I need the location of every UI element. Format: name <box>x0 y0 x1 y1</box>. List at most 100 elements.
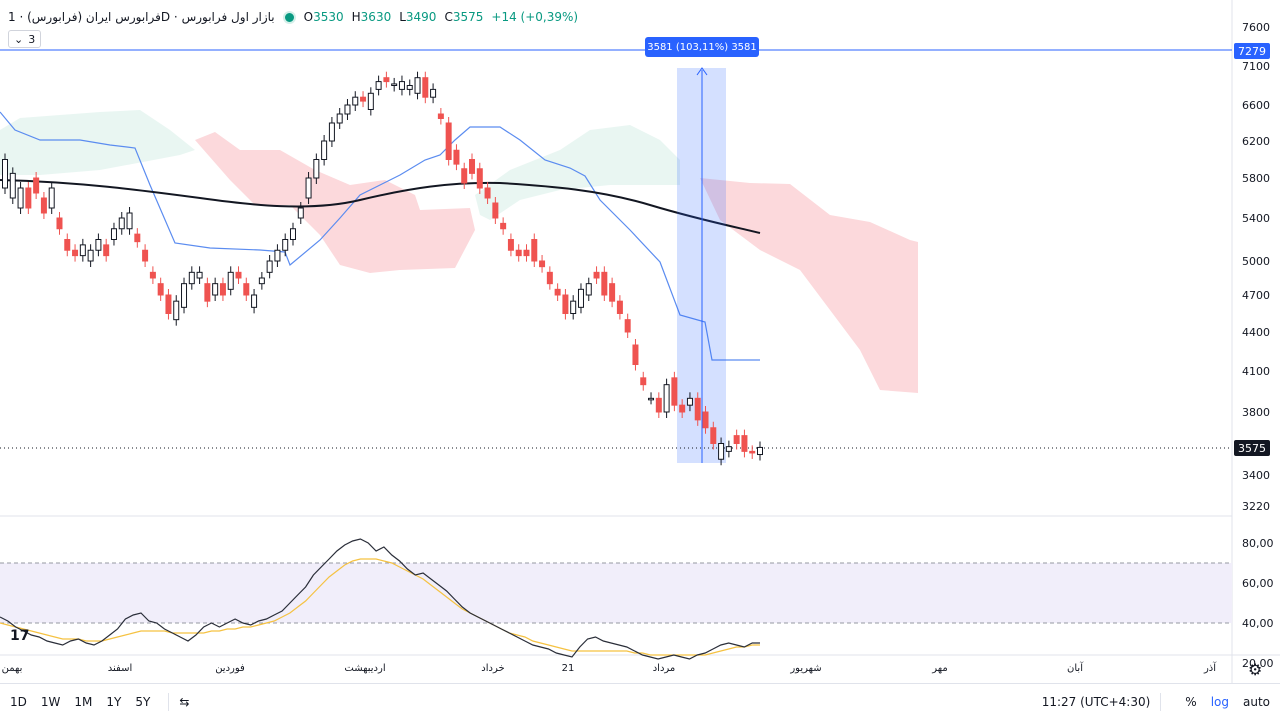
candle-body <box>142 249 149 262</box>
candle-body <box>570 300 577 314</box>
candle-body <box>398 81 405 90</box>
auto-toggle[interactable]: auto <box>1242 694 1270 709</box>
time-axis[interactable]: بهمن اسفند فوردین اردیبهشت خرداد 21 مرداد شهریو… <box>2 661 1218 674</box>
candle-body <box>694 397 701 421</box>
ichimoku-cloud-bearish-2 <box>700 178 918 393</box>
candle-body <box>749 450 756 454</box>
price-axis[interactable]: 7600 7100 6600 6200 5800 5400 5000 4700 4400 4100… <box>1242 21 1270 513</box>
candle-body <box>305 177 312 199</box>
candle-body <box>64 239 71 251</box>
timeframe-5y[interactable]: 5Y <box>135 694 151 709</box>
candle-body <box>702 411 709 429</box>
candle-body <box>243 283 250 296</box>
candle-body <box>469 159 476 174</box>
candle-body <box>367 92 374 111</box>
bottom-toolbar: 1D 1W 1M 1Y 5Y ⇆ 11:27 (UTC+4:30) % log … <box>0 683 1280 719</box>
candle-body <box>725 446 732 452</box>
time-tick-label: 21 <box>562 663 575 674</box>
ichimoku-cloud-bearish <box>195 132 475 273</box>
candle-body <box>79 244 86 257</box>
rsi-ma-line <box>0 558 760 656</box>
candle-body <box>344 104 351 115</box>
candle-body <box>655 397 662 413</box>
price-tick-label: 6600 <box>1242 99 1270 112</box>
time-tick-label: مرداد <box>653 663 676 674</box>
rsi-tick-label: 60,00 <box>1242 577 1274 590</box>
horizontal-line-price-tag: 7279 <box>1234 43 1270 59</box>
candle-body <box>227 271 234 290</box>
price-tick-label: 5800 <box>1242 172 1270 185</box>
rsi-axis[interactable]: 80,00 60,00 40,00 20,00 <box>1242 537 1274 670</box>
candle-body <box>149 271 156 279</box>
candle-body <box>718 443 725 460</box>
candle-body <box>313 159 320 179</box>
candle-body <box>430 88 437 98</box>
timeframe-1m[interactable]: 1M <box>74 694 93 709</box>
candle-body <box>274 249 281 262</box>
last-price-tag: 3575 <box>1234 440 1270 456</box>
candle-body <box>110 228 117 240</box>
timeframe-1w[interactable]: 1W <box>40 694 61 709</box>
candle-body <box>391 83 398 87</box>
candle-body <box>710 427 717 444</box>
candle-body <box>484 187 491 199</box>
candle-body <box>671 377 678 406</box>
candle-body <box>437 113 444 119</box>
candle-body <box>640 377 647 386</box>
candle-body <box>492 202 499 219</box>
percent-toggle[interactable]: % <box>1185 694 1197 709</box>
candle-body <box>266 260 273 273</box>
indicators-toggle[interactable]: ⌄ 3 <box>8 30 42 48</box>
time-tick-label: آبان <box>1067 661 1084 674</box>
tradingview-logo-icon[interactable]: 17 <box>10 628 30 644</box>
candle-body <box>196 271 203 279</box>
measure-arrow-head <box>696 67 708 76</box>
candle-body <box>289 228 296 240</box>
candle-body <box>212 283 219 296</box>
log-toggle[interactable]: log <box>1210 694 1229 709</box>
candle-body <box>733 435 740 444</box>
indicators-count: 3 <box>28 32 36 46</box>
candle-body <box>554 288 561 296</box>
timeframe-1d[interactable]: 1D <box>10 694 27 709</box>
candle-body <box>282 239 289 251</box>
rsi-line <box>0 538 760 660</box>
candle-body <box>95 239 102 251</box>
gear-icon[interactable]: ⚙ <box>1248 660 1263 679</box>
candle-body <box>383 77 390 83</box>
candle-body <box>593 271 600 279</box>
candle-body <box>445 122 452 160</box>
candle-body <box>2 159 8 189</box>
candle-body <box>406 85 413 90</box>
candle-body <box>507 239 514 251</box>
rsi-group <box>0 538 760 660</box>
candle-body <box>632 344 639 365</box>
rsi-tick-label: 80,00 <box>1242 537 1274 550</box>
price-tick-label: 3220 <box>1242 500 1270 513</box>
timeframe-1y[interactable]: 1Y <box>106 694 122 709</box>
date-range-icon[interactable]: ⇆ <box>179 694 190 709</box>
candle-body <box>461 168 468 184</box>
candle-body <box>531 239 538 262</box>
candle-body <box>585 283 592 296</box>
candle-body <box>204 283 211 302</box>
symbol-title[interactable]: فرابورس ایران (فرابورس) · 1D · بازار اول… <box>8 10 275 24</box>
candle-body <box>422 77 429 98</box>
candle-body <box>72 249 79 257</box>
candle-body <box>235 271 242 279</box>
time-tick-label: خرداد <box>481 663 504 674</box>
price-tick-label: 4400 <box>1242 326 1270 339</box>
candle-body <box>56 217 63 230</box>
candle-body <box>414 77 421 94</box>
candle-body <box>328 122 335 142</box>
clock-timezone[interactable]: 11:27 (UTC+4:30) <box>1041 694 1151 709</box>
candle-body <box>679 404 686 413</box>
candle-body <box>173 300 180 321</box>
price-tick-label: 4100 <box>1242 365 1270 378</box>
ohlc-low: L3490 <box>399 10 437 24</box>
market-status-icon <box>282 10 296 24</box>
candle-body <box>181 283 188 308</box>
kijun-line <box>0 111 760 361</box>
candle-body <box>9 172 16 199</box>
